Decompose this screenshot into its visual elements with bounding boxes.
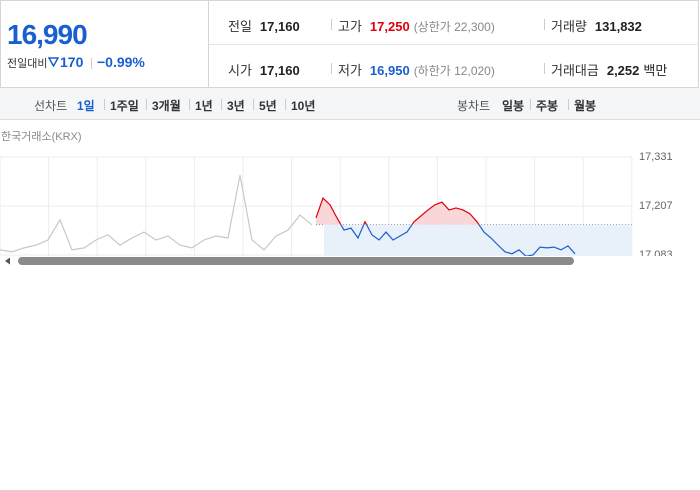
y-tick-label: 17,331 bbox=[639, 151, 673, 163]
stat: 고가 17,250 (상한가 22,300) bbox=[338, 16, 495, 35]
change-rate: −0.99% bbox=[97, 54, 145, 70]
stat-value: 17,160 bbox=[259, 19, 300, 34]
stat-label: 시가 bbox=[228, 63, 252, 78]
stat: 저가 16,950 (하한가 12,020) bbox=[338, 60, 495, 79]
divider bbox=[208, 1, 209, 87]
stat-label: 거래대금 bbox=[551, 63, 599, 78]
line-up bbox=[315, 197, 480, 225]
tab-separator bbox=[285, 99, 286, 110]
tab-group-label: 봉차트 bbox=[457, 99, 491, 113]
tab-separator bbox=[146, 99, 147, 110]
stat-value: 2,252 bbox=[606, 63, 640, 78]
chart-source: 한국거래소(KRX) bbox=[1, 130, 82, 143]
tab[interactable]: 일봉 bbox=[502, 99, 525, 113]
tab[interactable]: 3개월 bbox=[152, 99, 181, 113]
tab[interactable]: 1일 bbox=[77, 99, 95, 113]
tab-separator bbox=[104, 99, 105, 110]
stat: 거래량 131,832 bbox=[551, 16, 642, 35]
tab-group-label: 선차트 bbox=[34, 99, 68, 113]
divider bbox=[209, 44, 699, 45]
area-up bbox=[316, 198, 479, 225]
scroll-arrow bbox=[5, 257, 10, 265]
tab[interactable]: 10년 bbox=[291, 99, 316, 113]
tab[interactable]: 5년 bbox=[259, 99, 277, 113]
stat-label: 고가 bbox=[338, 19, 362, 34]
line-down bbox=[340, 224, 576, 257]
tab[interactable]: 1주일 bbox=[110, 99, 139, 113]
current-price: 16,990 bbox=[7, 19, 88, 50]
tab[interactable]: 1년 bbox=[195, 99, 213, 113]
quote-panel: 16,990 전일대비 170 −0.99% 전일 17,160 고가 17,250… bbox=[0, 0, 699, 88]
y-tick-label: 17,207 bbox=[639, 200, 673, 212]
tab-separator bbox=[221, 99, 222, 110]
chart-tabs: 선차트 봉차트 1일 1주일 3개월 1년 3년 5년 10년 일봉 주봉 월봉 bbox=[0, 88, 700, 120]
stat-label: 거래량 bbox=[551, 19, 587, 34]
tab[interactable]: 월봉 bbox=[574, 99, 597, 113]
tab-separator bbox=[253, 99, 254, 110]
line bbox=[0, 175, 313, 253]
change-label: 전일대비 bbox=[7, 58, 48, 70]
stat-value: 17,160 bbox=[259, 63, 300, 78]
stat-extra: (상한가 22,300) bbox=[413, 20, 495, 34]
stat: 시가 17,160 bbox=[228, 60, 300, 79]
stat-value: 16,950 bbox=[369, 63, 410, 78]
down-arrow bbox=[48, 57, 59, 67]
stat-value: 131,832 bbox=[594, 19, 642, 34]
change-value: 170 bbox=[60, 54, 84, 70]
stat: 전일 17,160 bbox=[228, 16, 300, 35]
stat-value: 17,250 bbox=[369, 19, 410, 34]
stat-extra: (하한가 12,020) bbox=[413, 64, 495, 78]
stat-unit: 백만 bbox=[643, 63, 668, 78]
tab[interactable]: 3년 bbox=[227, 99, 245, 113]
scrollbar-thumb bbox=[18, 257, 574, 265]
stat-label: 전일 bbox=[228, 19, 252, 34]
tab[interactable]: 주봉 bbox=[536, 99, 559, 113]
tab-separator bbox=[189, 99, 190, 110]
stat-label: 저가 bbox=[338, 63, 362, 78]
stat: 거래대금 2,252 백만 bbox=[551, 60, 667, 79]
tab-separator bbox=[530, 99, 531, 110]
tab-separator bbox=[568, 99, 569, 110]
